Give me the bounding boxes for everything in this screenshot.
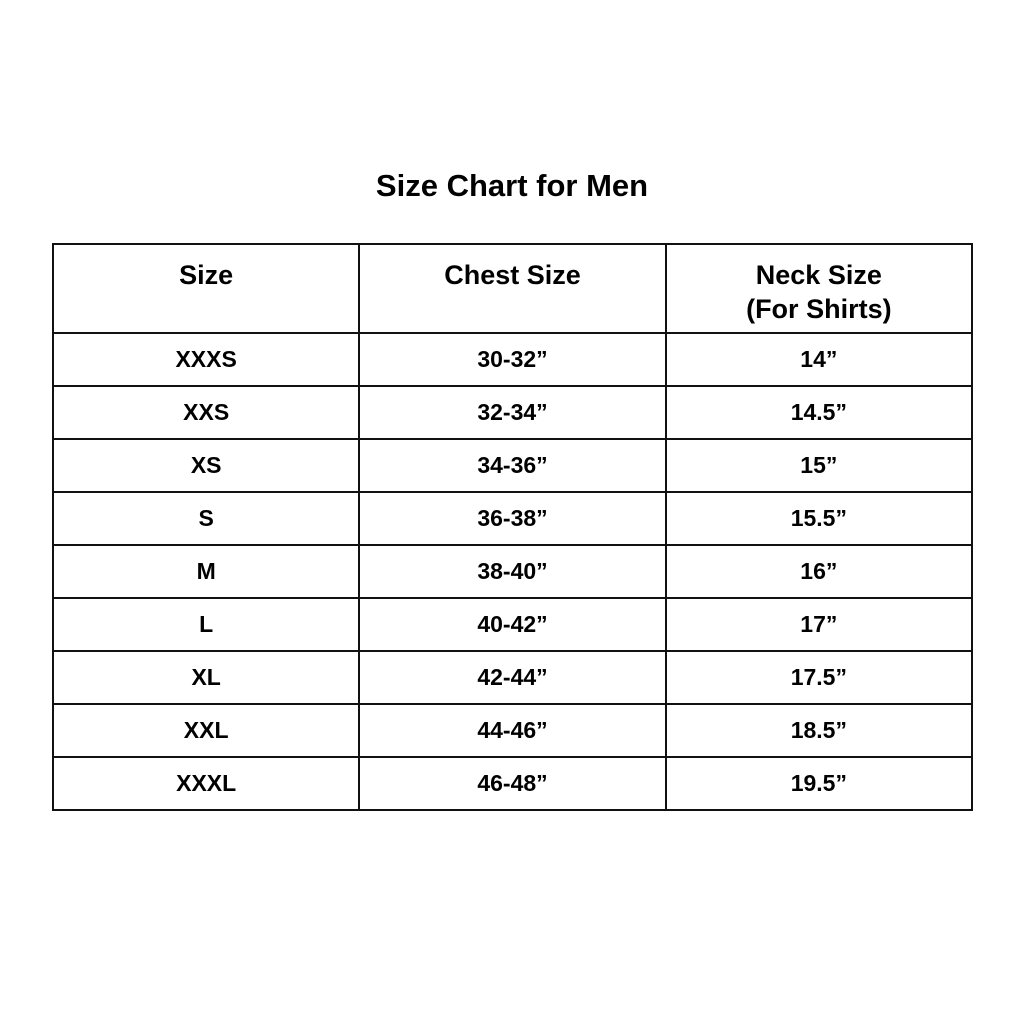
- cell-size: M: [51, 544, 361, 599]
- header-neck-label: Neck Size: [755, 260, 882, 290]
- cell-neck-size: 17”: [664, 597, 974, 652]
- cell-chest-size: 32-34”: [358, 385, 667, 440]
- cell-chest-size: 42-44”: [358, 650, 667, 705]
- cell-size: XL: [51, 650, 361, 705]
- cell-neck-size: 18.5”: [664, 703, 974, 758]
- table-row: XXXL 46-48” 19.5”: [51, 756, 974, 811]
- cell-size: XS: [51, 438, 361, 493]
- cell-neck-size: 14”: [664, 332, 974, 387]
- cell-neck-size: 15”: [664, 438, 974, 493]
- cell-neck-size: 14.5”: [664, 385, 974, 440]
- cell-neck-size: 19.5”: [664, 756, 974, 811]
- size-chart-table: Size Chest Size Neck Size (For Shirts) X…: [51, 243, 974, 811]
- header-neck-sublabel: (For Shirts): [746, 294, 892, 324]
- cell-chest-size: 40-42”: [358, 597, 667, 652]
- cell-neck-size: 16”: [664, 544, 974, 599]
- cell-size: XXXS: [51, 332, 361, 387]
- table-row: M 38-40” 16”: [51, 544, 974, 599]
- table-row: XS 34-36” 15”: [51, 438, 974, 493]
- table-row: S 36-38” 15.5”: [51, 491, 974, 546]
- cell-chest-size: 36-38”: [358, 491, 667, 546]
- cell-chest-size: 38-40”: [358, 544, 667, 599]
- cell-size: XXS: [51, 385, 361, 440]
- table-row: XXL 44-46” 18.5”: [51, 703, 974, 758]
- page-title: Size Chart for Men: [375, 168, 649, 203]
- header-size: Size: [51, 243, 361, 334]
- cell-chest-size: 30-32”: [358, 332, 667, 387]
- header-neck-size: Neck Size (For Shirts): [664, 243, 974, 334]
- cell-size: XXXL: [51, 756, 361, 811]
- cell-size: L: [51, 597, 361, 652]
- header-chest-size: Chest Size: [358, 243, 667, 334]
- cell-chest-size: 44-46”: [358, 703, 667, 758]
- cell-size: XXL: [51, 703, 361, 758]
- cell-neck-size: 17.5”: [664, 650, 974, 705]
- cell-neck-size: 15.5”: [664, 491, 974, 546]
- cell-chest-size: 46-48”: [358, 756, 667, 811]
- table-row: XXXS 30-32” 14”: [51, 332, 974, 387]
- header-row: Size Chest Size Neck Size (For Shirts): [51, 243, 974, 334]
- table-row: XL 42-44” 17.5”: [51, 650, 974, 705]
- table-row: XXS 32-34” 14.5”: [51, 385, 974, 440]
- table-row: L 40-42” 17”: [51, 597, 974, 652]
- cell-chest-size: 34-36”: [358, 438, 667, 493]
- cell-size: S: [51, 491, 361, 546]
